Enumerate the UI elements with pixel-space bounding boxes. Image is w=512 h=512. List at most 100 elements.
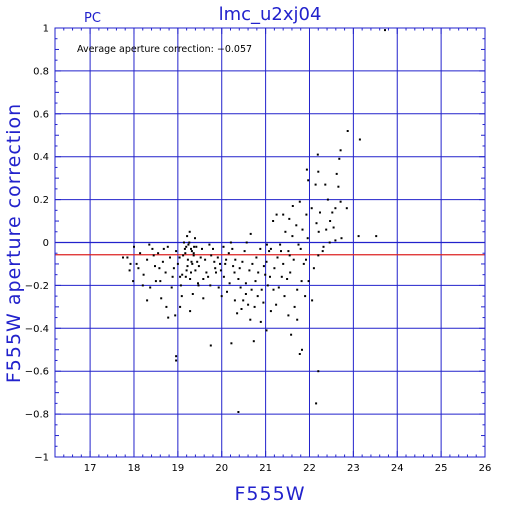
scatter-point <box>300 280 303 283</box>
scatter-point <box>179 275 182 278</box>
scatter-point <box>282 262 285 265</box>
scatter-point <box>233 299 236 302</box>
scatter-point <box>185 245 188 248</box>
scatter-point <box>311 299 314 302</box>
scatter-point <box>317 370 320 373</box>
scatter-point <box>194 237 196 240</box>
y-tick-label: −0.8 <box>25 410 49 421</box>
scatter-point <box>275 213 278 216</box>
scatter-point <box>289 271 292 274</box>
scatter-point <box>339 149 342 152</box>
scatter-point <box>185 269 188 272</box>
scatter-point <box>302 262 305 265</box>
scatter-point <box>298 200 301 203</box>
scatter-point <box>171 275 174 278</box>
scatter-point <box>288 254 291 257</box>
scatter-point <box>319 211 321 214</box>
scatter-point <box>166 245 169 248</box>
scatter-point <box>316 153 319 156</box>
scatter-point <box>375 235 378 238</box>
y-tick-label: −1 <box>34 453 49 464</box>
y-tick-label: −0.2 <box>25 281 49 292</box>
scatter-point <box>305 258 307 261</box>
scatter-point <box>162 247 165 250</box>
scatter-point <box>183 241 185 244</box>
scatter-point <box>337 185 340 188</box>
scatter-point <box>272 220 275 222</box>
scatter-point <box>282 213 285 216</box>
scatter-point <box>188 230 191 233</box>
scatter-point <box>237 278 240 280</box>
scatter-point <box>257 271 260 274</box>
scatter-point <box>146 258 149 261</box>
x-tick-label: 17 <box>84 463 97 474</box>
average-correction-annotation: Average aperture correction: −0.057 <box>77 44 252 55</box>
scatter-point <box>384 29 386 32</box>
scatter-point <box>224 262 227 265</box>
scatter-point <box>292 258 295 261</box>
scatter-point <box>296 288 299 291</box>
scatter-point <box>346 130 349 132</box>
scatter-point <box>307 280 310 283</box>
scatter-point <box>266 284 269 287</box>
scatter-point <box>226 290 228 293</box>
scatter-point <box>324 183 327 186</box>
x-tick-label: 19 <box>171 463 184 474</box>
scatter-point <box>152 254 155 257</box>
scatter-point <box>295 224 298 227</box>
scatter-point <box>287 250 290 253</box>
scatter-point <box>269 275 271 278</box>
x-axis-label: F555W <box>235 483 306 505</box>
scatter-point <box>213 260 216 263</box>
scatter-point <box>137 267 140 270</box>
scatter-point <box>275 303 278 306</box>
scatter-point <box>249 318 252 321</box>
scatter-point <box>322 245 325 248</box>
scatter-point <box>307 179 310 182</box>
scatter-point <box>201 247 203 250</box>
scatter-point <box>291 235 294 238</box>
scatter-point <box>332 226 335 229</box>
scatter-point <box>204 258 207 261</box>
scatter-point <box>236 312 239 315</box>
scatter-point <box>191 293 194 295</box>
y-tick-label: 0.6 <box>33 109 49 120</box>
scatter-point <box>139 252 142 255</box>
scatter-point <box>251 262 254 265</box>
scatter-point <box>126 256 129 259</box>
scatter-point <box>239 286 242 289</box>
scatter-point <box>197 282 199 285</box>
scatter-point <box>265 260 268 263</box>
scatter-point <box>299 247 302 250</box>
scatter-point <box>183 247 186 250</box>
scatter-point <box>305 213 308 216</box>
scatter-point <box>193 245 196 248</box>
scatter-point <box>265 243 268 246</box>
scatter-point <box>174 314 177 317</box>
scatter-point <box>293 305 296 308</box>
scatter-point <box>237 411 240 413</box>
scatter-point <box>220 295 223 298</box>
scatter-point <box>315 402 318 405</box>
x-tick-label: 22 <box>303 463 316 474</box>
scatter-point <box>317 170 320 173</box>
scatter-point <box>141 284 144 287</box>
scatter-point <box>269 310 272 313</box>
scatter-point <box>259 320 262 323</box>
scatter-point <box>280 275 283 278</box>
scatter-point <box>252 340 255 343</box>
scatter-point <box>216 256 219 259</box>
scatter-point <box>335 172 338 175</box>
scatter-point <box>228 282 231 285</box>
scatter-point <box>286 278 289 280</box>
scatter-point <box>304 295 307 298</box>
y-axis-label: F555W aperture correction <box>3 103 25 383</box>
scatter-point <box>189 278 192 280</box>
scatter-point <box>186 265 189 268</box>
scatter-point <box>189 310 192 313</box>
scatter-point <box>159 280 162 283</box>
scatter-point <box>317 230 320 233</box>
scatter-point <box>194 269 197 272</box>
scatter-point <box>186 235 189 238</box>
scatter-point <box>331 211 334 214</box>
